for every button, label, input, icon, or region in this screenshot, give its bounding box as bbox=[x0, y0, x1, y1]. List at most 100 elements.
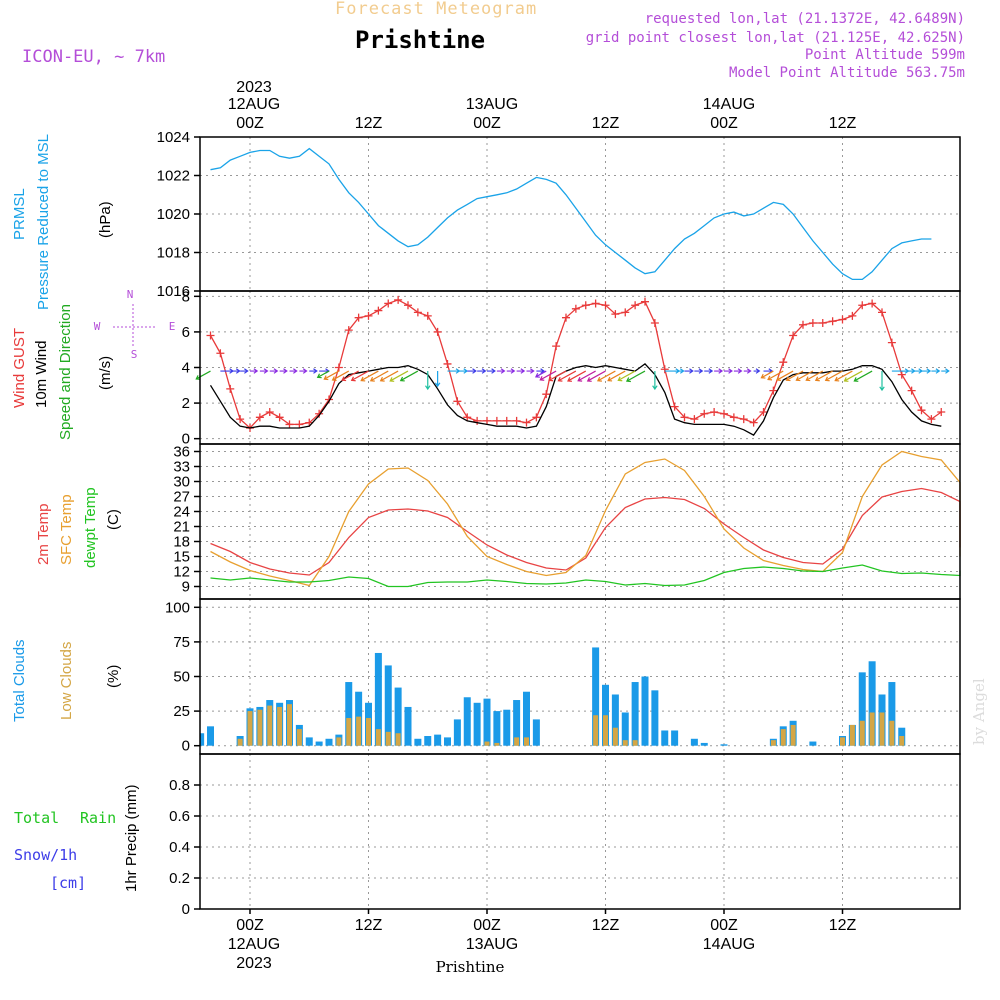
wind-arrow bbox=[230, 368, 241, 374]
clouds-ytick-label: 100 bbox=[165, 599, 190, 616]
low-cloud-bar bbox=[889, 720, 895, 746]
pressure-ytick-label: 1016 bbox=[157, 283, 190, 300]
wind-arrow bbox=[824, 370, 843, 382]
temperature-2m-temp-line bbox=[210, 487, 961, 576]
wind-arrow bbox=[289, 368, 298, 374]
gust-marker bbox=[433, 327, 442, 336]
temperature-frame bbox=[199, 443, 961, 600]
wind-arrow bbox=[931, 368, 941, 374]
top-hour-label: 00Z bbox=[236, 115, 264, 132]
low-cloud-bar bbox=[514, 737, 520, 746]
gust-marker bbox=[404, 301, 412, 310]
total-cloud-bar bbox=[720, 744, 728, 746]
wind-arrow bbox=[526, 368, 535, 374]
c-label: (C) bbox=[105, 509, 122, 530]
gust-marker bbox=[334, 363, 343, 372]
footer-location: Prishtine bbox=[436, 958, 505, 976]
wind-arrows bbox=[195, 368, 950, 392]
wind-arrow bbox=[684, 368, 694, 374]
gust-marker bbox=[255, 413, 264, 422]
total-cloud-bar bbox=[631, 682, 639, 746]
total-cloud-bar bbox=[394, 687, 402, 746]
wind-arrow bbox=[733, 368, 743, 374]
pressure-ytick-label: 1018 bbox=[157, 245, 190, 262]
wind-arrow bbox=[516, 368, 526, 374]
low-cloud-bar bbox=[247, 711, 253, 746]
total-cloud-bar bbox=[463, 697, 471, 746]
total-cloud-bar bbox=[325, 738, 333, 746]
temperature-ytick-label: 30 bbox=[173, 474, 190, 491]
total-cloud-bar bbox=[493, 711, 501, 746]
gust-marker bbox=[463, 413, 472, 422]
cloud-bars bbox=[200, 647, 906, 746]
wind-arrow bbox=[714, 368, 724, 374]
wind-10m-label: 10m Wind bbox=[33, 340, 50, 408]
precip-label: 1hr Precip (mm) bbox=[123, 784, 140, 892]
precip-ytick-label: 0.4 bbox=[169, 839, 190, 856]
wind-ytick-label: 0 bbox=[182, 431, 190, 448]
total-cloud-bar bbox=[424, 736, 432, 746]
temperature-ytick-label: 15 bbox=[173, 549, 190, 566]
gust-marker bbox=[364, 311, 373, 320]
product-title: Forecast Meteogram bbox=[335, 0, 537, 19]
precip-ytick-label: 0.8 bbox=[169, 777, 190, 794]
gust-marker bbox=[828, 317, 837, 326]
prmsl-label: PRMSL bbox=[11, 188, 28, 240]
gust-marker bbox=[216, 349, 225, 358]
total-cloud-bar bbox=[414, 738, 422, 746]
top-hour-label: 00Z bbox=[473, 115, 501, 132]
bottom-hour-label: 00Z bbox=[710, 917, 738, 934]
temperature-ytick-label: 33 bbox=[173, 459, 190, 476]
bottom-hour-label: 12Z bbox=[355, 917, 383, 934]
low-cloud-bar bbox=[277, 706, 283, 746]
total-cloud-bar bbox=[513, 700, 521, 746]
gust-marker bbox=[453, 397, 462, 406]
gust-marker bbox=[581, 301, 590, 310]
gust-marker bbox=[670, 402, 679, 411]
sfc-label: SFC Temp bbox=[58, 494, 75, 565]
wind-ytick-label: 2 bbox=[182, 395, 190, 412]
total-cloud-bar bbox=[503, 709, 511, 746]
gust-marker bbox=[423, 311, 432, 320]
top-date-1: 12AUG bbox=[228, 96, 280, 113]
low-cloud-bar bbox=[593, 715, 599, 746]
wind-arrow bbox=[548, 370, 567, 382]
wind-ytick-label: 6 bbox=[182, 324, 190, 341]
gust-marker bbox=[483, 416, 491, 425]
total-cloud-bar bbox=[315, 741, 323, 746]
pressure-ytick-label: 1020 bbox=[157, 206, 190, 223]
low-cloud-bar bbox=[395, 733, 401, 746]
total-cloud-bar bbox=[532, 719, 540, 746]
bottom-hour-labels: 00Z 12Z 00Z 12Z 00Z 12Z bbox=[236, 917, 856, 934]
total-cloud-bar bbox=[483, 698, 491, 746]
gust-marker bbox=[897, 370, 906, 379]
wind-arrow bbox=[577, 370, 596, 382]
clouds-ytick-label: 0 bbox=[182, 738, 190, 755]
low-cloud-bar bbox=[879, 712, 885, 746]
watermark: by Angel bbox=[970, 678, 988, 745]
total-cloud-bar bbox=[404, 706, 412, 746]
wind-arrow bbox=[795, 370, 814, 382]
bottom-hour-label: 00Z bbox=[473, 917, 501, 934]
low-cloud-bar bbox=[849, 724, 855, 746]
low-cloud-bar bbox=[484, 741, 490, 746]
total-cloud-bar bbox=[611, 694, 619, 746]
low-cloud-bar bbox=[790, 724, 796, 746]
wind-arrow bbox=[536, 368, 545, 374]
wind-arrow bbox=[240, 368, 249, 374]
dewpt-label: dewpt Temp bbox=[82, 487, 99, 568]
wind-arrow bbox=[539, 370, 557, 381]
gust-marker bbox=[611, 310, 620, 319]
gust-marker bbox=[641, 297, 649, 306]
wind-arrow bbox=[323, 370, 340, 381]
bottom-date-1: 12AUG bbox=[228, 936, 280, 953]
low-cloud-bar bbox=[494, 742, 500, 746]
gust-marker bbox=[680, 413, 689, 422]
wind-arrow bbox=[776, 370, 794, 382]
temperature-ytick-label: 18 bbox=[173, 534, 190, 551]
low-cloud-bar bbox=[603, 715, 608, 746]
gust-marker bbox=[384, 299, 393, 308]
gust-marker bbox=[206, 331, 215, 340]
gust-marker bbox=[739, 415, 748, 424]
